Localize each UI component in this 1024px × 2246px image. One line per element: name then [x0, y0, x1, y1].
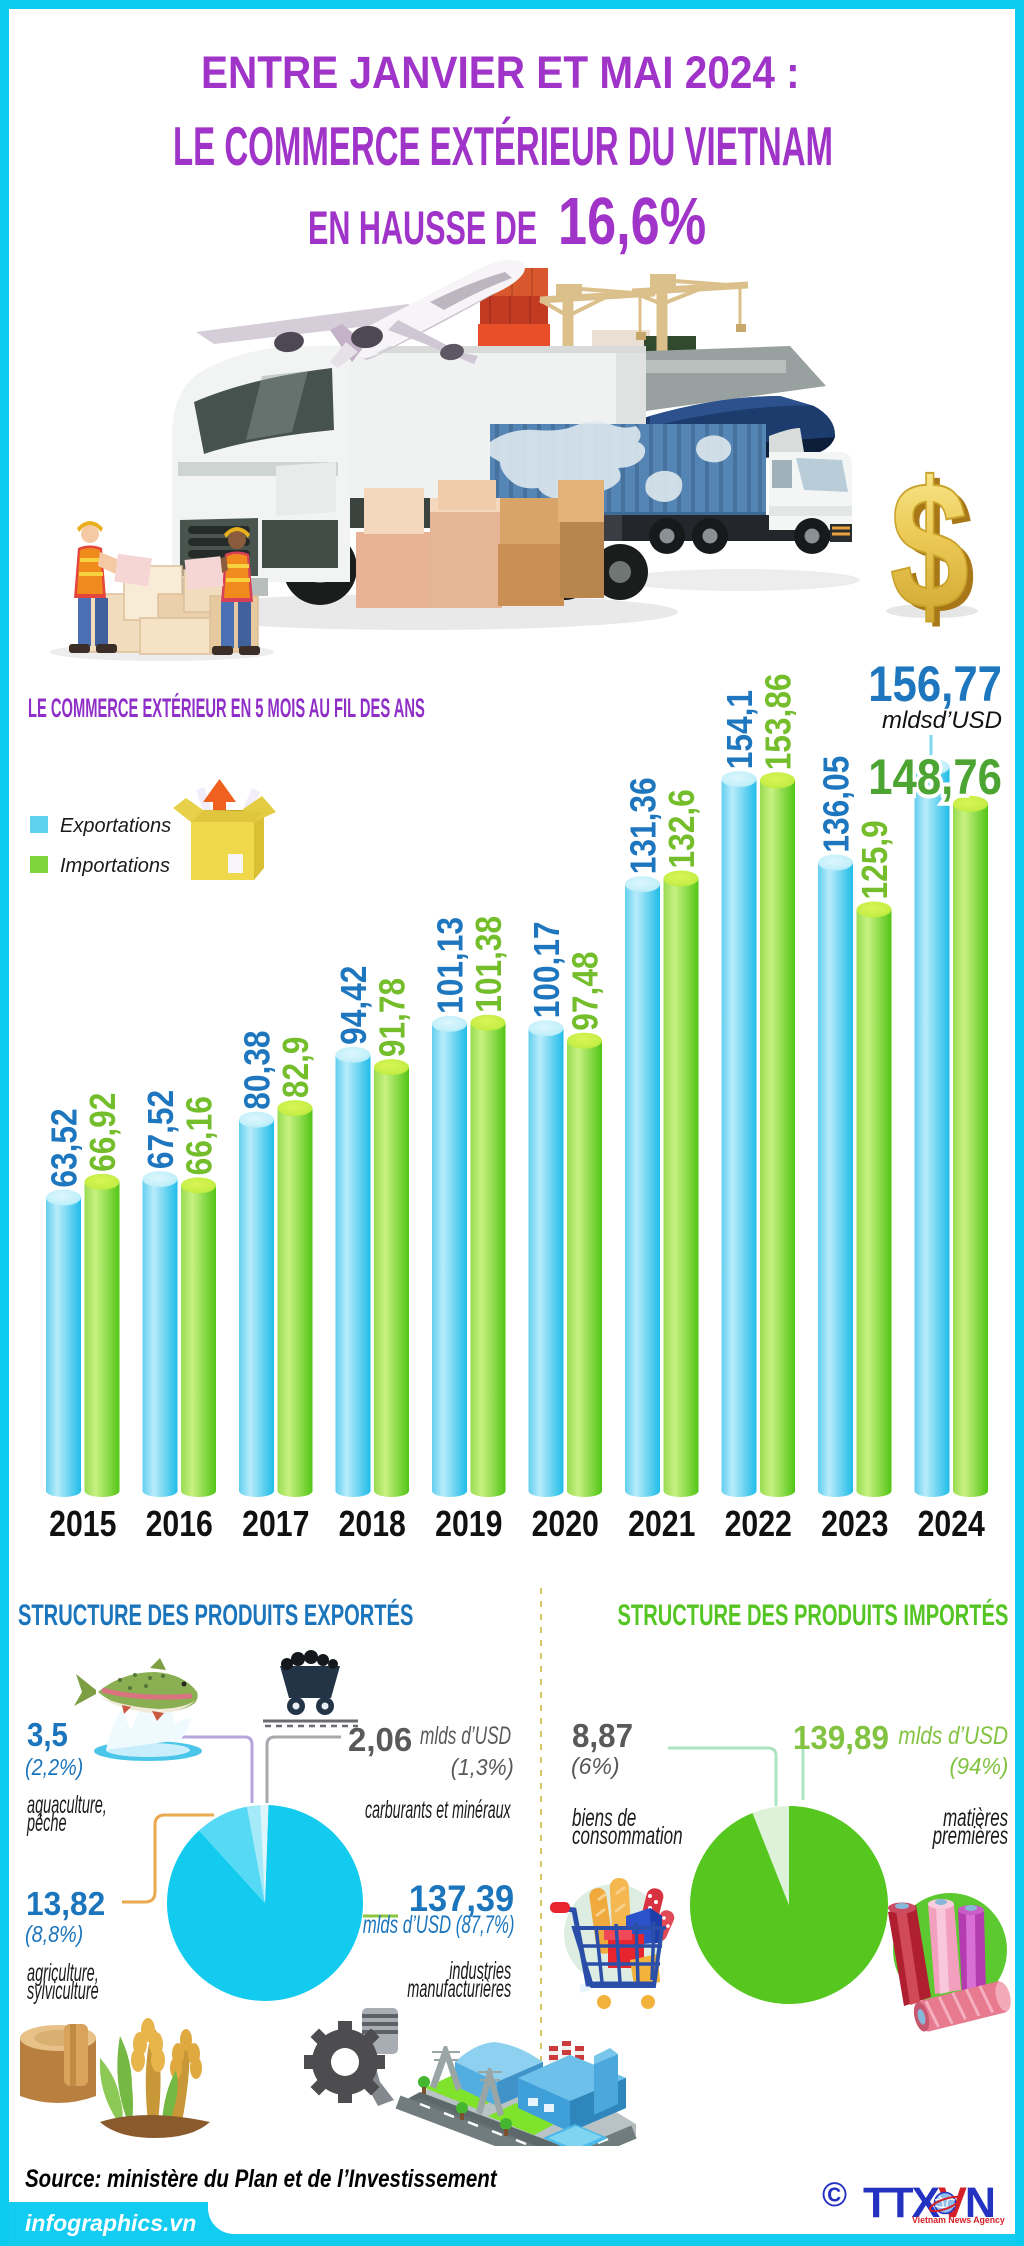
svg-text:$: $	[890, 443, 969, 647]
svg-text:131,36: 131,36	[624, 777, 664, 874]
svg-text:136,05: 136,05	[817, 756, 857, 853]
svg-text:2021: 2021	[628, 1505, 695, 1540]
svg-text:2017: 2017	[242, 1505, 309, 1540]
svg-text:125,9: 125,9	[855, 820, 895, 899]
svg-text:2024: 2024	[918, 1505, 986, 1540]
svg-text:94,42: 94,42	[334, 966, 374, 1045]
svg-text:2022: 2022	[725, 1505, 792, 1540]
svg-text:$: $	[896, 448, 975, 652]
svg-text:154,1: 154,1	[720, 690, 760, 769]
svg-text:101,38: 101,38	[469, 916, 509, 1013]
svg-text:148,76: 148,76	[868, 748, 1002, 804]
svg-text:132,6: 132,6	[662, 789, 702, 868]
svg-text:156,77: 156,77	[868, 655, 1002, 711]
svg-text:2015: 2015	[49, 1505, 116, 1540]
svg-text:63,52: 63,52	[45, 1108, 85, 1187]
svg-text:100,17: 100,17	[527, 921, 567, 1018]
svg-text:66,92: 66,92	[83, 1093, 123, 1172]
svg-text:97,48: 97,48	[566, 951, 606, 1030]
svg-text:153,86: 153,86	[759, 673, 799, 770]
svg-text:2018: 2018	[339, 1505, 406, 1540]
svg-text:82,9: 82,9	[276, 1036, 316, 1098]
svg-text:2020: 2020	[532, 1505, 599, 1540]
svg-text:67,52: 67,52	[141, 1090, 181, 1169]
svg-text:Exportations: Exportations	[60, 815, 171, 837]
svg-text:80,38: 80,38	[238, 1030, 278, 1109]
svg-text:101,13: 101,13	[431, 917, 471, 1014]
svg-text:66,16: 66,16	[180, 1096, 220, 1175]
svg-text:mldsd’USD: mldsd’USD	[882, 707, 1002, 734]
svg-text:2019: 2019	[435, 1505, 502, 1540]
svg-text:2023: 2023	[821, 1505, 888, 1540]
svg-text:Importations: Importations	[60, 855, 170, 877]
svg-text:91,78: 91,78	[373, 978, 413, 1057]
svg-text:2016: 2016	[146, 1505, 213, 1540]
